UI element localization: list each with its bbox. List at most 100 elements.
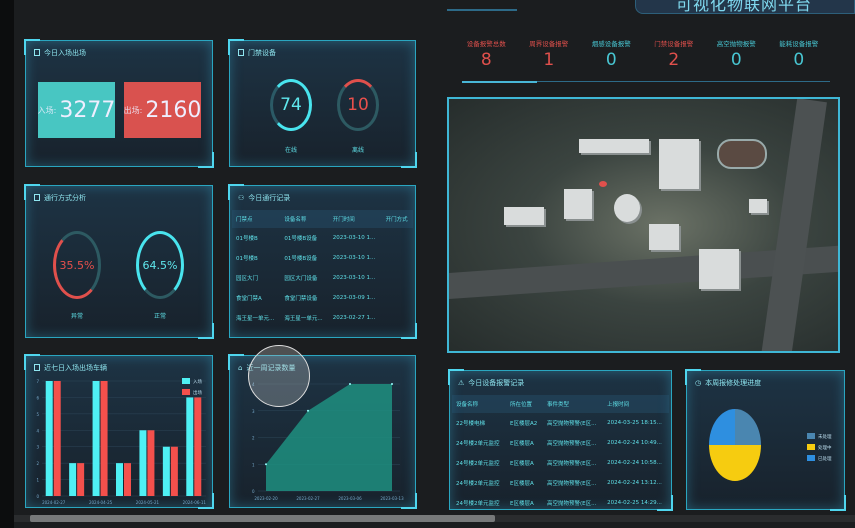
table-row[interactable]: 24号楼2单元监控 E区楼层A 高空抛物预警(E区... 2024-02-24 10:… [452, 433, 669, 453]
alarm-stat[interactable]: 周界设备报警 1 [518, 38, 581, 70]
table-row[interactable]: 食堂门禁A 食堂门禁设备 2023-03-09 1... [232, 288, 413, 308]
y-tick-label: 3 [36, 445, 39, 450]
normal-label: 正常 [153, 313, 167, 320]
legend-swatch [807, 455, 815, 461]
table-cell: 高空抛物预警(E区... [546, 441, 597, 447]
legend-swatch [182, 378, 190, 384]
alarm-stat-value: 2 [668, 50, 680, 70]
offline-label: 离线 [351, 147, 365, 154]
alarm-stat-value: 1 [543, 50, 555, 70]
alarm-stat-label: 烟感设备报警 [591, 40, 631, 48]
legend-swatch [807, 444, 815, 450]
column-header: 所在位置 [506, 395, 543, 413]
sports-field [717, 139, 767, 169]
alarm-stat-label: 能耗设备报警 [779, 40, 819, 48]
alarm-stat[interactable]: 高空抛物报警 0 [705, 38, 768, 70]
alarm-records-panel: ⚠ 今日设备报警记录 设备名称 所在位置 事件类型 上报时间 22号楼电梯 E区楼层A2 高空… [448, 369, 673, 513]
alarm-stat[interactable]: 设备报警总数 8 [455, 38, 518, 70]
building [504, 207, 544, 225]
alarm-stats: 设备报警总数 8 周界设备报警 1 烟感设备报警 0 门禁设备报警 2 高空抛物报警 0 能耗设备报… [455, 38, 830, 70]
table-cell: 2024-03-25 18:15... [607, 420, 662, 426]
panel-title: 近七日入场出场车辆 [44, 364, 107, 372]
table-cell: 24号楼2单元监控 [456, 481, 500, 487]
y-tick-label: 3 [252, 409, 255, 414]
alarm-stat[interactable]: 门禁设备报警 2 [643, 38, 706, 70]
table-row[interactable]: 海王星一单元... 海王星一单元... 2023-02-27 1... [232, 308, 413, 328]
abnormal-value: 35.5% [59, 258, 95, 272]
panel-icon [34, 364, 40, 371]
column-header: 门禁点 [232, 210, 281, 228]
table-row[interactable]: 24号楼2单元监控 E区楼层A 高空抛物预警(E区... 2024-02-24 13:… [452, 473, 669, 493]
road [761, 99, 827, 351]
abnormal-label: 异常 [70, 313, 84, 320]
data-point [307, 409, 309, 412]
y-tick-label: 0 [36, 494, 39, 499]
data-point [349, 383, 351, 385]
panel-icon [34, 194, 40, 201]
y-tick-label: 0 [252, 489, 255, 494]
panel-icon [238, 49, 244, 56]
table-cell: E区楼层A2 [510, 421, 538, 427]
panel-title: 门禁设备 [248, 49, 276, 57]
legend-label: 未处理 [818, 433, 832, 440]
table-row[interactable]: 01号楼B 01号楼B设备 2023-03-10 1... [232, 248, 413, 268]
normal-ring: 64.5% [136, 231, 184, 299]
bar-入场 [139, 430, 147, 496]
alarm-stat[interactable]: 烟感设备报警 0 [580, 38, 643, 70]
bar-入场 [162, 446, 170, 496]
table-row[interactable]: 01号楼B 01号楼B设备 2023-03-10 1... [232, 228, 413, 248]
table-row[interactable]: 22号楼电梯 E区楼层A2 高空抛物预警(E区... 2024-03-25 18:15… [452, 413, 669, 433]
bar-入场 [116, 463, 123, 496]
column-header: 设备名称 [280, 210, 329, 228]
legend-label: 处理中 [818, 444, 832, 451]
building [564, 189, 592, 219]
table-row[interactable]: 24号楼2单元监控 E区楼层A 高空抛物预警(E区... 2024-02-25 14:… [452, 493, 669, 513]
alarm-stat-label: 周界设备报警 [529, 40, 569, 48]
pass-records-panel: ⚇ 今日通行记录 门禁点 设备名称 开门时间 开门方式 01号楼B 01号楼B设备 2023-… [228, 184, 417, 339]
y-tick-label: 1 [36, 478, 39, 483]
abnormal-ring: 35.5% [53, 231, 101, 299]
table-cell: 24号楼2单元监控 [456, 441, 500, 447]
bar-出场 [147, 430, 155, 496]
x-tick-label: 2023-03-13 [380, 496, 404, 501]
campus-aerial-view[interactable] [447, 97, 840, 353]
bar-出场 [53, 381, 61, 496]
table-cell: 2024-02-24 10:58... [607, 460, 662, 466]
x-tick-label: 2023-03-06 [338, 496, 362, 501]
x-tick-label: 2024-05-21 [136, 500, 160, 505]
alarm-stat[interactable]: 能耗设备报警 0 [768, 38, 831, 70]
table-cell: E区楼层A [510, 461, 534, 467]
x-tick-label: 2023-02-27 [296, 496, 320, 501]
building [699, 249, 739, 289]
x-tick-label: 2023-02-20 [254, 496, 278, 501]
horizontal-scrollbar-thumb[interactable] [30, 515, 495, 522]
legend-swatch [182, 389, 190, 395]
legend-swatch [807, 433, 815, 439]
area-fill [266, 384, 392, 491]
building [749, 199, 767, 213]
table-cell: 高空抛物预警(E区... [546, 501, 597, 507]
table-row[interactable]: 24号楼2单元监控 E区楼层A 高空抛物预警(E区... 2024-02-24 10:… [452, 453, 669, 473]
entry-value: 3277 [59, 97, 116, 123]
table-cell: 食堂门禁A [236, 296, 262, 302]
exit-label: 出场: [123, 105, 143, 115]
app-title: 可视化物联网平台 [676, 0, 813, 14]
column-header: 开门时间 [328, 210, 382, 228]
legend-label: 已处理 [818, 455, 832, 462]
table-cell: 01号楼B设备 [284, 256, 318, 262]
table-cell [382, 248, 413, 268]
column-header: 开门方式 [381, 210, 413, 228]
vehicle-bar-chart: 0 1 2 3 4 5 6 7 2024-02-27 2024-04-25 2024-05-21 20… [36, 378, 206, 505]
bar-入场 [92, 381, 100, 496]
alarm-stat-label: 设备报警总数 [466, 40, 506, 48]
table-row[interactable]: 园区大门 园区大门设备 2023-03-10 1... [232, 268, 413, 288]
warning-icon: ⚠ [458, 379, 465, 387]
stats-underline-accent [462, 81, 537, 83]
table-cell: 01号楼B [236, 236, 258, 242]
alarm-stat-value: 0 [730, 50, 742, 70]
alarm-stat-value: 0 [793, 50, 805, 70]
table-cell: 园区大门设备 [284, 276, 318, 282]
table-cell: 高空抛物预警(E区... [546, 481, 597, 487]
left-edge [0, 0, 14, 528]
building [579, 139, 649, 153]
